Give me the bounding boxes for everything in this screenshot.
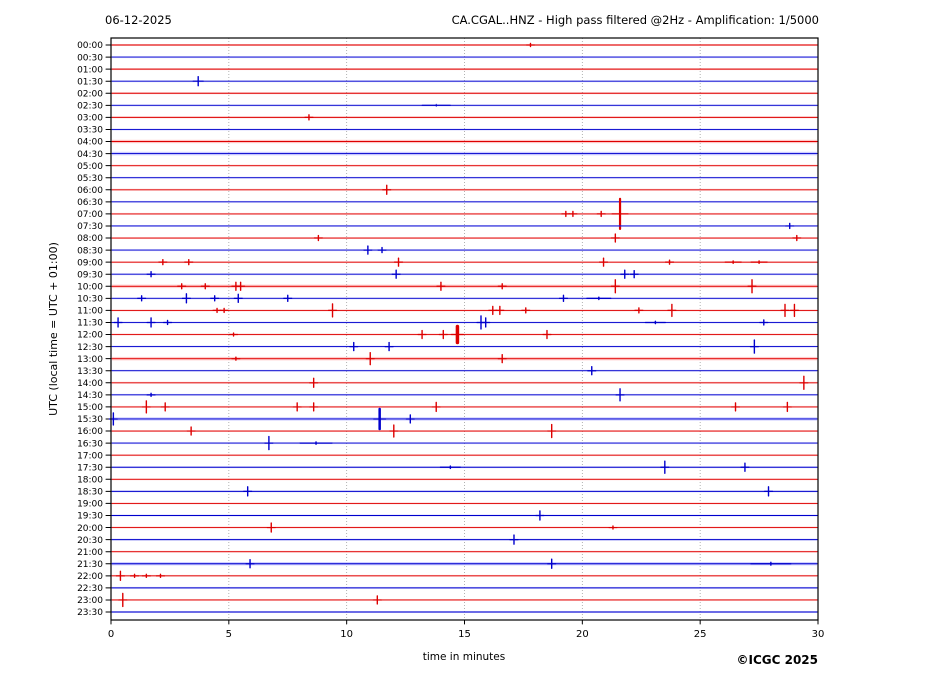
credit-label: ©ICGC 2025 xyxy=(736,653,818,667)
x-tick-label: 0 xyxy=(108,629,114,640)
row-time-label: 21:30 xyxy=(77,560,103,570)
row-time-label: 19:30 xyxy=(77,512,103,522)
row-time-label: 13:00 xyxy=(77,355,103,365)
row-time-label: 17:00 xyxy=(77,451,103,461)
row-time-label: 20:30 xyxy=(77,536,103,546)
plot-area: 0 5 10 15 20 25 30 00:00 00:30 01:00 01:30 02:00 02:… xyxy=(77,37,825,640)
row-time-label: 14:00 xyxy=(77,379,103,389)
row-time-label: 03:30 xyxy=(77,126,103,136)
plot-title: CA.CGAL..HNZ - High pass filtered @2Hz -… xyxy=(452,13,819,27)
row-time-label: 13:30 xyxy=(77,367,103,377)
row-time-label: 09:00 xyxy=(77,258,103,268)
row-time-label: 23:30 xyxy=(77,608,103,618)
date-label: 06-12-2025 xyxy=(105,13,172,27)
row-time-label: 04:00 xyxy=(77,138,103,148)
row-time-label: 10:00 xyxy=(77,282,103,292)
row-time-label: 05:00 xyxy=(77,162,103,172)
x-tick-label: 20 xyxy=(576,629,589,640)
row-time-label: 16:00 xyxy=(77,427,103,437)
x-tick-label: 10 xyxy=(340,629,353,640)
row-time-label: 06:30 xyxy=(77,198,103,208)
row-time-label: 18:30 xyxy=(77,488,103,498)
row-time-label: 21:00 xyxy=(77,548,103,558)
y-axis-label: UTC (local time = UTC + 01:00) xyxy=(47,242,60,416)
row-time-label: 05:30 xyxy=(77,174,103,184)
row-time-label: 08:30 xyxy=(77,246,103,256)
row-time-label: 11:30 xyxy=(77,319,103,329)
row-time-label: 02:30 xyxy=(77,102,103,112)
x-tick-label: 25 xyxy=(694,629,707,640)
row-time-label: 07:30 xyxy=(77,222,103,232)
row-time-label: 12:00 xyxy=(77,331,103,341)
row-time-label: 02:00 xyxy=(77,89,103,99)
row-time-label: 17:30 xyxy=(77,463,103,473)
x-tick-label: 15 xyxy=(458,629,471,640)
row-time-label: 07:00 xyxy=(77,210,103,220)
x-axis-label: time in minutes xyxy=(423,651,505,663)
row-time-label: 11:00 xyxy=(77,307,103,317)
row-time-label: 00:30 xyxy=(77,53,103,63)
row-time-label: 09:30 xyxy=(77,270,103,280)
plot-frame xyxy=(110,37,819,621)
row-time-label: 22:30 xyxy=(77,584,103,594)
row-time-label: 15:00 xyxy=(77,403,103,413)
row-time-label: 00:00 xyxy=(77,41,103,51)
row-time-label: 23:00 xyxy=(77,596,103,606)
row-time-label: 18:00 xyxy=(77,476,103,486)
row-time-label: 06:00 xyxy=(77,186,103,196)
row-time-label: 14:30 xyxy=(77,391,103,401)
row-time-label: 15:30 xyxy=(77,415,103,425)
row-time-label: 19:00 xyxy=(77,500,103,510)
row-time-label: 22:00 xyxy=(77,572,103,582)
row-time-label: 10:30 xyxy=(77,295,103,305)
row-time-label: 01:00 xyxy=(77,65,103,75)
row-time-label: 04:30 xyxy=(77,150,103,160)
row-time-label: 03:00 xyxy=(77,114,103,124)
row-time-label: 20:00 xyxy=(77,524,103,534)
row-time-label: 01:30 xyxy=(77,77,103,87)
x-tick-label: 5 xyxy=(226,629,232,640)
row-time-label: 08:00 xyxy=(77,234,103,244)
x-tick-label: 30 xyxy=(812,629,825,640)
row-time-label: 12:30 xyxy=(77,343,103,353)
row-time-label: 16:30 xyxy=(77,439,103,449)
